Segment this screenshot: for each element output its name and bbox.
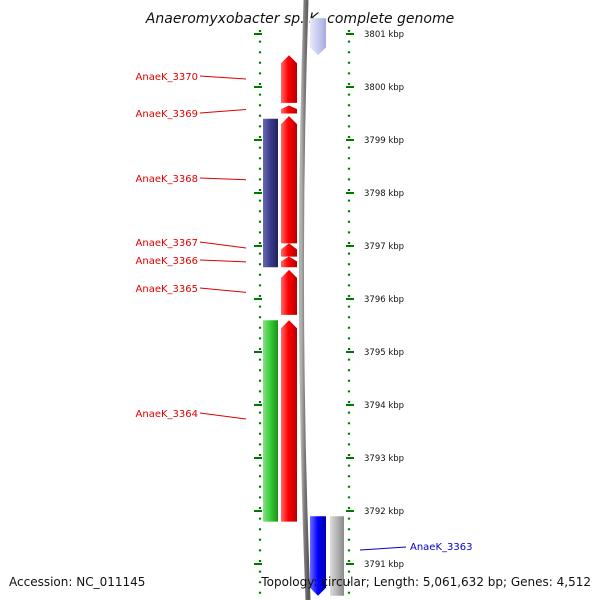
leader-line	[199, 287, 247, 293]
gene-feature-anaek_3369[interactable]	[281, 105, 297, 114]
gene-track	[263, 18, 344, 596]
kbp-tick-label: 3791 kbp	[364, 560, 404, 570]
gene-feature-anaek_3365[interactable]	[281, 269, 297, 315]
gene-feature-anaek_3370[interactable]	[281, 55, 297, 103]
gene-feature-navy-feature[interactable]	[263, 118, 278, 268]
leader-line	[199, 412, 247, 420]
gene-feature-anaek_3368[interactable]	[281, 116, 297, 244]
leader-line	[359, 546, 407, 551]
topology-text: Topology: circular; Length: 5,061,632 bp…	[260, 575, 591, 589]
gene-label-anaek_3365[interactable]: AnaeK_3365	[136, 284, 198, 295]
gene-label-anaek_3368[interactable]: AnaeK_3368	[136, 174, 198, 185]
kbp-tick-label: 3792 kbp	[364, 507, 404, 517]
gene-label-anaek_3369[interactable]: AnaeK_3369	[136, 109, 198, 120]
gene-labels: AnaeK_3370 AnaeK_3369 AnaeK_3368 AnaeK_3367…	[136, 72, 473, 553]
kbp-tick-label: 3794 kbp	[364, 401, 404, 411]
kbp-tick-label: 3800 kbp	[364, 83, 404, 93]
leader-line	[199, 75, 247, 80]
gene-feature-green-feature[interactable]	[263, 320, 278, 522]
genome-backbone	[298, 0, 311, 600]
kbp-tick-label: 3801 kbp	[364, 30, 404, 40]
gene-label-anaek_3363[interactable]: AnaeK_3363	[410, 542, 472, 553]
gene-feature-anaek_3366[interactable]	[281, 256, 297, 268]
gene-label-anaek_3364[interactable]: AnaeK_3364	[136, 409, 198, 420]
leader-line	[199, 259, 247, 263]
accession-text: Accession: NC_011145	[9, 575, 145, 589]
gene-feature-anaek_3363[interactable]	[310, 516, 326, 596]
kbp-tick-label: 3797 kbp	[364, 242, 404, 252]
gene-label-anaek_3370[interactable]: AnaeK_3370	[136, 72, 198, 83]
gene-feature-top-blue-feature[interactable]	[310, 18, 326, 56]
kbp-tick-label: 3799 kbp	[364, 136, 404, 146]
leader-line	[199, 109, 247, 114]
leader-line	[199, 177, 247, 181]
kbp-tick-label: 3796 kbp	[364, 295, 404, 305]
map-title: Anaeromyxobacter sp. K, complete genome	[145, 11, 454, 27]
kbp-tick-label: 3795 kbp	[364, 348, 404, 358]
kbp-tick-label: 3793 kbp	[364, 454, 404, 464]
gene-feature-gray-feature[interactable]	[330, 516, 344, 596]
gene-label-anaek_3367[interactable]: AnaeK_3367	[136, 238, 198, 249]
leader-line	[199, 241, 247, 249]
gene-label-anaek_3366[interactable]: AnaeK_3366	[136, 256, 198, 267]
backbone-line	[298, 0, 311, 600]
gene-feature-anaek_3367[interactable]	[281, 243, 297, 257]
gene-feature-anaek_3364[interactable]	[281, 320, 297, 522]
kbp-tick-label: 3798 kbp	[364, 189, 404, 199]
